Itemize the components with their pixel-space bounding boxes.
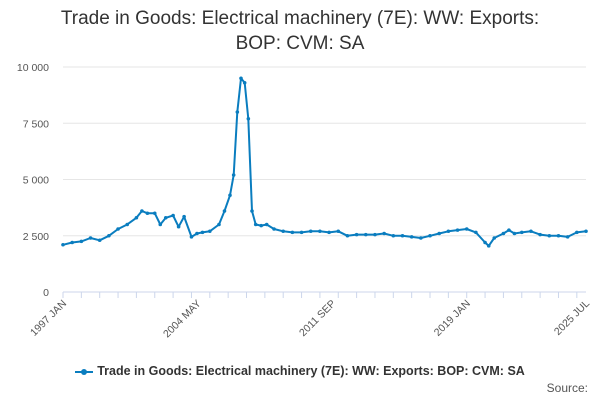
x-tick-label: 2019 JAN — [432, 298, 473, 339]
data-point — [140, 209, 144, 213]
y-tick-label: 0 — [43, 287, 49, 299]
data-point — [242, 80, 247, 85]
data-point — [189, 235, 194, 239]
data-point — [281, 229, 286, 234]
data-point — [584, 229, 588, 234]
data-point — [158, 222, 163, 227]
data-point — [345, 233, 350, 238]
data-point — [208, 229, 212, 234]
data-point — [336, 229, 341, 234]
legend-line-marker-icon — [75, 368, 94, 376]
data-point — [363, 232, 368, 237]
y-tick-label: 2 500 — [23, 231, 49, 243]
data-point — [391, 233, 396, 238]
data-point — [373, 232, 377, 237]
data-point — [464, 227, 469, 231]
data-point — [79, 239, 84, 244]
data-point — [354, 232, 359, 237]
data-point — [409, 235, 414, 239]
data-point — [272, 227, 276, 231]
data-point — [116, 227, 120, 231]
data-point — [97, 238, 102, 243]
legend[interactable]: Trade in Goods: Electrical machinery (7E… — [0, 364, 600, 378]
data-point — [235, 110, 240, 114]
data-point — [428, 233, 432, 238]
data-point — [318, 229, 322, 234]
data-point — [538, 232, 542, 237]
data-point — [455, 228, 460, 232]
chart-title-line-2: BOP: CVM: SA — [235, 33, 365, 54]
data-point — [299, 230, 304, 235]
x-tick-label: 1997 JAN — [28, 298, 69, 339]
y-tick-label: 5 000 — [23, 175, 49, 187]
data-point — [382, 231, 386, 236]
data-point — [501, 231, 506, 236]
data-point — [507, 228, 511, 232]
data-point — [253, 222, 258, 227]
data-point — [125, 222, 130, 227]
data-point — [437, 231, 441, 236]
data-point — [264, 222, 269, 227]
source-label: Source: — [546, 381, 588, 395]
x-tick-label: 2025 JUL — [552, 298, 592, 338]
y-tick-label: 7 500 — [23, 118, 49, 130]
data-point — [483, 240, 487, 245]
data-point — [250, 209, 254, 213]
data-point — [308, 229, 313, 234]
data-point — [152, 211, 157, 216]
x-tick-label: 2011 SEP — [297, 298, 338, 339]
data-point — [145, 211, 150, 216]
data-point — [228, 193, 232, 198]
data-point — [195, 231, 199, 236]
data-point — [400, 233, 405, 238]
data-point — [246, 116, 251, 121]
data-point — [217, 222, 221, 227]
data-point — [565, 235, 570, 239]
y-tick-label: 10 000 — [17, 62, 49, 74]
data-point — [231, 173, 236, 177]
data-point — [259, 223, 263, 228]
chart-title-line-1: Trade in Goods: Electrical machinery (7E… — [60, 8, 540, 29]
data-point — [419, 236, 423, 240]
data-point — [474, 230, 478, 235]
data-point — [290, 230, 295, 235]
data-point — [492, 236, 497, 240]
data-point — [556, 233, 561, 238]
legend-label: Trade in Goods: Electrical machinery (7E… — [97, 364, 525, 378]
data-point — [575, 230, 579, 235]
data-point — [519, 230, 524, 235]
data-point — [107, 233, 111, 238]
data-point — [486, 244, 491, 248]
series-line — [62, 77, 587, 247]
data-point — [547, 233, 552, 238]
data-point — [70, 240, 74, 245]
chart-title: Trade in Goods: Electrical machinery (7E… — [0, 6, 600, 56]
data-point — [529, 229, 533, 234]
data-point — [134, 215, 139, 220]
x-tick-label: 2004 MAY — [161, 298, 204, 341]
data-point — [512, 231, 517, 236]
data-point — [446, 229, 451, 234]
data-point — [88, 236, 93, 240]
data-point — [171, 213, 175, 218]
data-point — [61, 242, 65, 247]
data-point — [222, 209, 227, 213]
data-point — [239, 76, 243, 81]
data-point — [176, 224, 181, 229]
data-point — [327, 230, 331, 235]
data-point — [163, 215, 168, 220]
data-point — [182, 214, 186, 219]
data-point — [200, 230, 205, 235]
